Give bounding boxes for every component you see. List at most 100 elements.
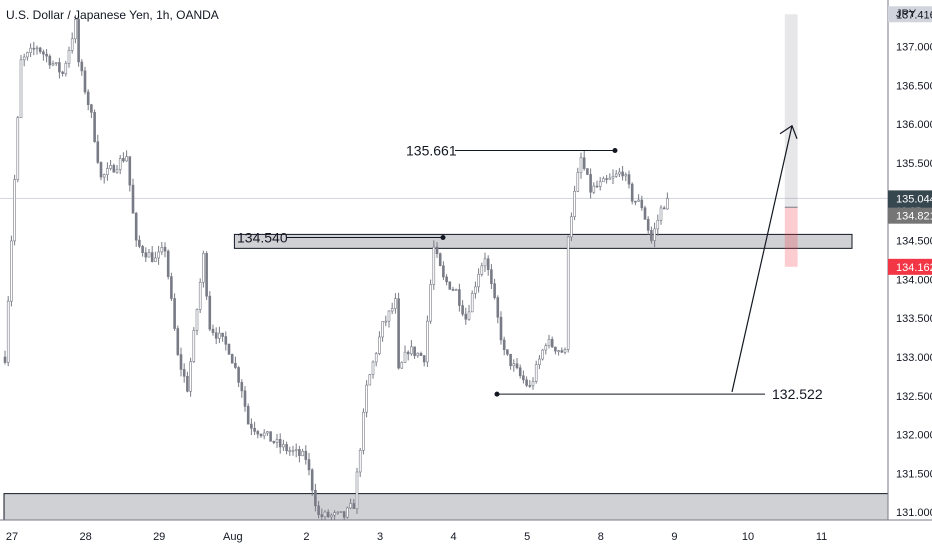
candle-body xyxy=(397,298,400,369)
candle-body xyxy=(294,449,298,451)
candle-body xyxy=(170,276,173,299)
candle-body xyxy=(416,352,420,356)
candle-body xyxy=(464,313,468,320)
candle-body xyxy=(250,423,253,429)
candle-body xyxy=(106,168,109,175)
candle-body xyxy=(448,281,452,290)
y-tick-label: 134.500 xyxy=(896,236,932,248)
candle-body xyxy=(531,381,535,387)
candle-body xyxy=(93,112,96,143)
candle-body xyxy=(368,374,372,386)
candle-body xyxy=(547,339,551,346)
candle-body xyxy=(630,183,634,202)
x-tick-label: 8 xyxy=(598,531,604,543)
candle-body xyxy=(621,171,624,177)
y-tick-label: 133.000 xyxy=(896,352,932,364)
candle-body xyxy=(666,198,669,210)
candle-body xyxy=(326,511,330,518)
candle-body xyxy=(512,363,516,367)
candle-body xyxy=(653,228,656,241)
candle-body xyxy=(342,511,346,518)
candle-body xyxy=(272,440,276,443)
candle-body xyxy=(317,505,320,515)
candle-body xyxy=(438,253,442,267)
candle-body xyxy=(528,385,532,387)
candle-body xyxy=(374,353,378,363)
price-badge xyxy=(888,6,932,23)
candle-body xyxy=(659,207,663,221)
candle-body xyxy=(627,174,631,185)
candle-body xyxy=(22,56,26,61)
candle-body xyxy=(240,382,244,392)
candle-body xyxy=(35,47,39,50)
time-axis xyxy=(0,520,932,550)
forecast-arrow-head xyxy=(779,124,798,139)
candle-body xyxy=(554,346,557,352)
chart-title: U.S. Dollar / Japanese Yen, 1h, OANDA xyxy=(6,8,219,22)
candle-body xyxy=(400,362,404,369)
candle-body xyxy=(336,511,340,514)
candle-body xyxy=(13,179,16,242)
candle-body xyxy=(474,286,477,294)
candle-body xyxy=(541,349,544,360)
candle-body xyxy=(83,70,87,93)
candle-body xyxy=(608,177,612,180)
candle-body xyxy=(38,47,42,53)
candle-body xyxy=(19,59,23,118)
candle-body xyxy=(310,469,314,491)
candle-body xyxy=(445,276,448,283)
candle-body xyxy=(234,362,237,368)
candle-body xyxy=(291,449,295,452)
candle-body xyxy=(602,178,605,183)
candle-body xyxy=(426,320,429,363)
candle-body xyxy=(214,332,218,339)
candle-body xyxy=(595,185,599,188)
candle-body xyxy=(538,358,541,365)
candle-body xyxy=(131,184,135,214)
candle-body xyxy=(467,311,471,320)
candle-body xyxy=(86,91,90,105)
candle-body xyxy=(435,246,439,254)
x-tick-label: 3 xyxy=(377,531,383,543)
price-badge-label: 135.044 xyxy=(896,193,932,205)
candle-body xyxy=(605,178,608,180)
candle-body xyxy=(413,346,416,356)
candle-body xyxy=(432,246,436,285)
candle-body xyxy=(138,239,141,247)
candle-body xyxy=(486,258,490,271)
candle-body xyxy=(256,431,260,435)
candle-body xyxy=(96,141,100,163)
candle-body xyxy=(10,240,13,302)
candle-body xyxy=(419,352,423,356)
candle-body xyxy=(208,295,212,330)
candle-body xyxy=(573,190,576,217)
y-tick-label: 132.500 xyxy=(896,391,932,403)
x-tick-label: 9 xyxy=(671,531,677,543)
candle-body xyxy=(3,356,7,363)
candle-body xyxy=(48,55,52,66)
candle-body xyxy=(189,361,192,392)
candle-body xyxy=(410,346,413,355)
candle-body xyxy=(147,252,151,258)
candle-body xyxy=(42,51,45,55)
candle-body xyxy=(646,218,650,231)
candle-body xyxy=(563,349,567,353)
price-badge-label: 134.821 xyxy=(896,211,932,223)
candle-body xyxy=(67,50,71,64)
candle-body xyxy=(157,251,160,259)
candle-body xyxy=(298,449,301,456)
candle-body xyxy=(80,61,84,72)
candle-body xyxy=(269,431,272,442)
candle-body xyxy=(90,104,93,113)
candle-body xyxy=(592,185,596,193)
x-tick-label: 10 xyxy=(742,531,754,543)
candle-body xyxy=(470,293,474,313)
candle-body xyxy=(285,444,288,452)
candle-body xyxy=(266,431,269,434)
candle-body xyxy=(384,320,388,323)
candle-body xyxy=(387,310,391,322)
candle-body xyxy=(128,156,132,186)
candle-body xyxy=(77,19,80,63)
